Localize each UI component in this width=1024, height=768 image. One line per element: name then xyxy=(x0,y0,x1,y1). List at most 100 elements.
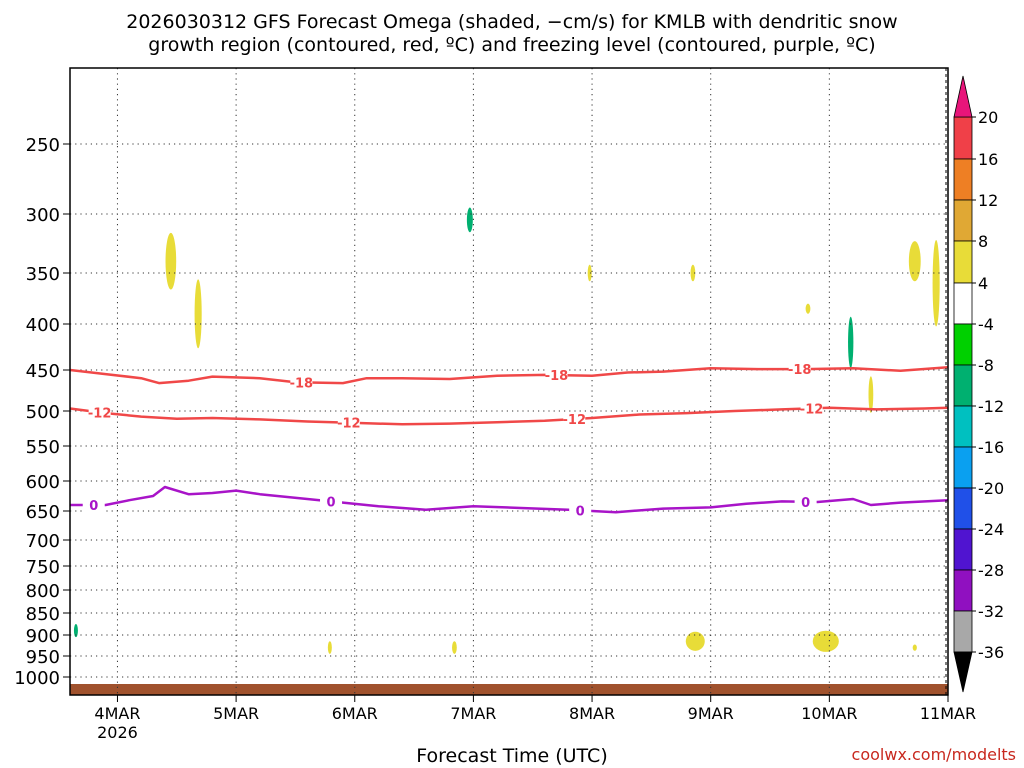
grid-lines xyxy=(70,68,949,695)
omega-patch-4 xyxy=(690,264,696,282)
omega-patch-8 xyxy=(908,241,921,282)
omega-patch-15 xyxy=(912,644,917,651)
colorbar-swatch xyxy=(953,528,973,571)
y-axis: 2503003504004505005506006507007508008509… xyxy=(14,135,70,689)
contour-label-bg xyxy=(800,401,823,416)
contour-label: -12 xyxy=(337,417,361,432)
colorbar-label: 4 xyxy=(978,274,988,293)
contour-line xyxy=(69,365,949,385)
colorbar-swatch xyxy=(953,158,973,201)
omega-patch-5 xyxy=(805,303,811,314)
omega-patch-3 xyxy=(587,264,592,282)
x-tick-label: 6MAR xyxy=(332,704,378,723)
colorbar-label: 12 xyxy=(978,191,998,210)
y-tick-label: 550 xyxy=(26,437,60,458)
x-tick-label: 10MAR xyxy=(801,704,857,723)
y-tick-label: 650 xyxy=(26,502,60,523)
contour-label-bg xyxy=(320,494,343,509)
colorbar-top-arrow xyxy=(953,75,973,118)
colorbar-bottom-arrow xyxy=(953,651,973,693)
omega-patch-0 xyxy=(165,232,177,290)
contour-label-bg xyxy=(788,362,811,377)
contour-label: -18 xyxy=(788,363,812,378)
y-tick-label: 700 xyxy=(26,531,60,552)
colorbar-swatch xyxy=(953,610,973,653)
contour-label-bg xyxy=(563,412,586,427)
omega-patch-7 xyxy=(868,376,874,413)
y-tick-label: 1000 xyxy=(14,668,60,689)
omega-patch-10 xyxy=(685,631,705,651)
colorbar-label: 8 xyxy=(978,232,988,251)
contour-label-bg xyxy=(82,498,105,512)
x-tick-sublabel: 2026 xyxy=(97,723,138,742)
colorbar-swatch xyxy=(953,487,973,530)
y-tick-label: 250 xyxy=(26,135,60,156)
colorbar-swatch xyxy=(953,282,973,325)
colorbar-swatch xyxy=(953,364,973,407)
x-tick-label: 7MAR xyxy=(450,704,496,723)
colorbar-label: -20 xyxy=(978,479,1004,498)
contour-3: 0 0 0 0 xyxy=(70,485,949,519)
colorbar-swatch xyxy=(953,446,973,489)
colorbar-label: 20 xyxy=(978,108,998,127)
colorbar-label: -8 xyxy=(978,356,994,375)
omega-patch-12 xyxy=(452,641,457,654)
colorbar-swatch xyxy=(953,240,973,284)
omega-patch-1 xyxy=(194,279,202,349)
colorbar-swatch xyxy=(953,405,973,448)
credit-link[interactable]: coolwx.com/modelts xyxy=(851,745,1016,764)
y-tick-label: 750 xyxy=(26,557,60,578)
colorbar-label: -12 xyxy=(978,397,1004,416)
colorbar: 20 16 12 8 4 -4 -8 -12 -16 -20 -24 -28 -32 -36 xyxy=(953,75,1004,693)
omega-patch-9 xyxy=(932,240,940,327)
omega-patch-13 xyxy=(327,641,332,654)
omega-patch-11 xyxy=(812,630,839,652)
y-tick-label: 500 xyxy=(26,402,60,423)
y-tick-label: 350 xyxy=(26,264,60,285)
contour-label: -18 xyxy=(545,369,569,384)
y-tick-label: 950 xyxy=(26,647,60,668)
contour-1: -18 -18 -18 xyxy=(69,362,949,391)
contour-label: -12 xyxy=(563,413,587,428)
contour-label-bg xyxy=(569,503,592,518)
colorbar-label: -36 xyxy=(978,643,1004,662)
omega-patch-14 xyxy=(73,624,78,638)
y-tick-label: 800 xyxy=(26,581,60,602)
x-tick-label: 4MAR xyxy=(94,704,140,723)
colorbar-label: -24 xyxy=(978,520,1004,539)
chart-title-line-1: 2026030312 GFS Forecast Omega (shaded, −… xyxy=(126,11,898,33)
contour-label: -18 xyxy=(290,376,314,391)
contour-label-bg xyxy=(337,415,360,430)
y-tick-label: 850 xyxy=(26,604,60,625)
contour-label-bg xyxy=(794,494,817,509)
colorbar-label: -28 xyxy=(978,561,1004,580)
terrain-strip xyxy=(70,684,948,695)
colorbar-label: -4 xyxy=(978,315,994,334)
omega-patch-2 xyxy=(466,207,473,233)
contour-label: 0 xyxy=(89,499,98,514)
colorbar-swatch xyxy=(953,199,973,242)
contour-2: -12 -12 -12 -12 xyxy=(69,401,949,432)
contour-label-bg xyxy=(290,375,313,390)
y-tick-label: 400 xyxy=(26,315,60,336)
colorbar-swatch xyxy=(953,569,973,612)
contour-label: -12 xyxy=(800,402,824,417)
colorbar-label: 16 xyxy=(978,150,998,169)
omega-shading xyxy=(73,207,940,654)
contour-label-bg xyxy=(88,405,111,420)
chart-title-line-2: growth region (contoured, red, ºC) and f… xyxy=(148,34,876,56)
x-tick-label: 9MAR xyxy=(688,704,734,723)
contour-label: 0 xyxy=(576,504,585,519)
contour-label: 0 xyxy=(327,495,336,510)
contour-label: -12 xyxy=(88,406,112,421)
contour-label: 0 xyxy=(801,496,810,511)
y-tick-label: 450 xyxy=(26,361,60,382)
plot-frame xyxy=(69,67,949,696)
colorbar-swatch xyxy=(953,323,973,366)
y-tick-label: 600 xyxy=(26,472,60,493)
colorbar-label: -32 xyxy=(978,602,1004,621)
x-tick-label: 8MAR xyxy=(569,704,615,723)
colorbar-label: -16 xyxy=(978,438,1004,457)
